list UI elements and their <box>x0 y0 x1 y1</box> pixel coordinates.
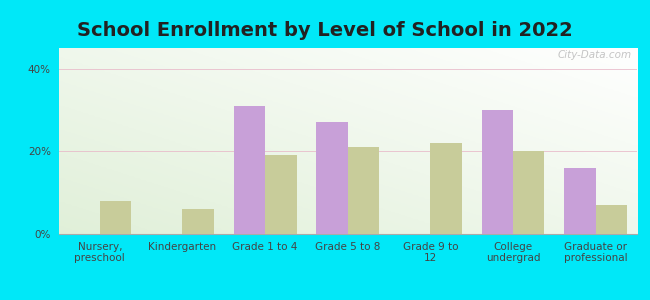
Text: School Enrollment by Level of School in 2022: School Enrollment by Level of School in … <box>77 21 573 40</box>
Bar <box>564 168 595 234</box>
Text: City-Data.com: City-Data.com <box>557 50 631 60</box>
Bar <box>595 205 627 234</box>
Bar <box>482 110 513 234</box>
Bar <box>265 155 296 234</box>
Bar <box>234 106 265 234</box>
Bar <box>430 143 461 234</box>
Bar <box>317 122 348 234</box>
Bar <box>183 209 214 234</box>
Bar <box>513 151 545 234</box>
Bar <box>100 201 131 234</box>
Bar <box>348 147 379 234</box>
